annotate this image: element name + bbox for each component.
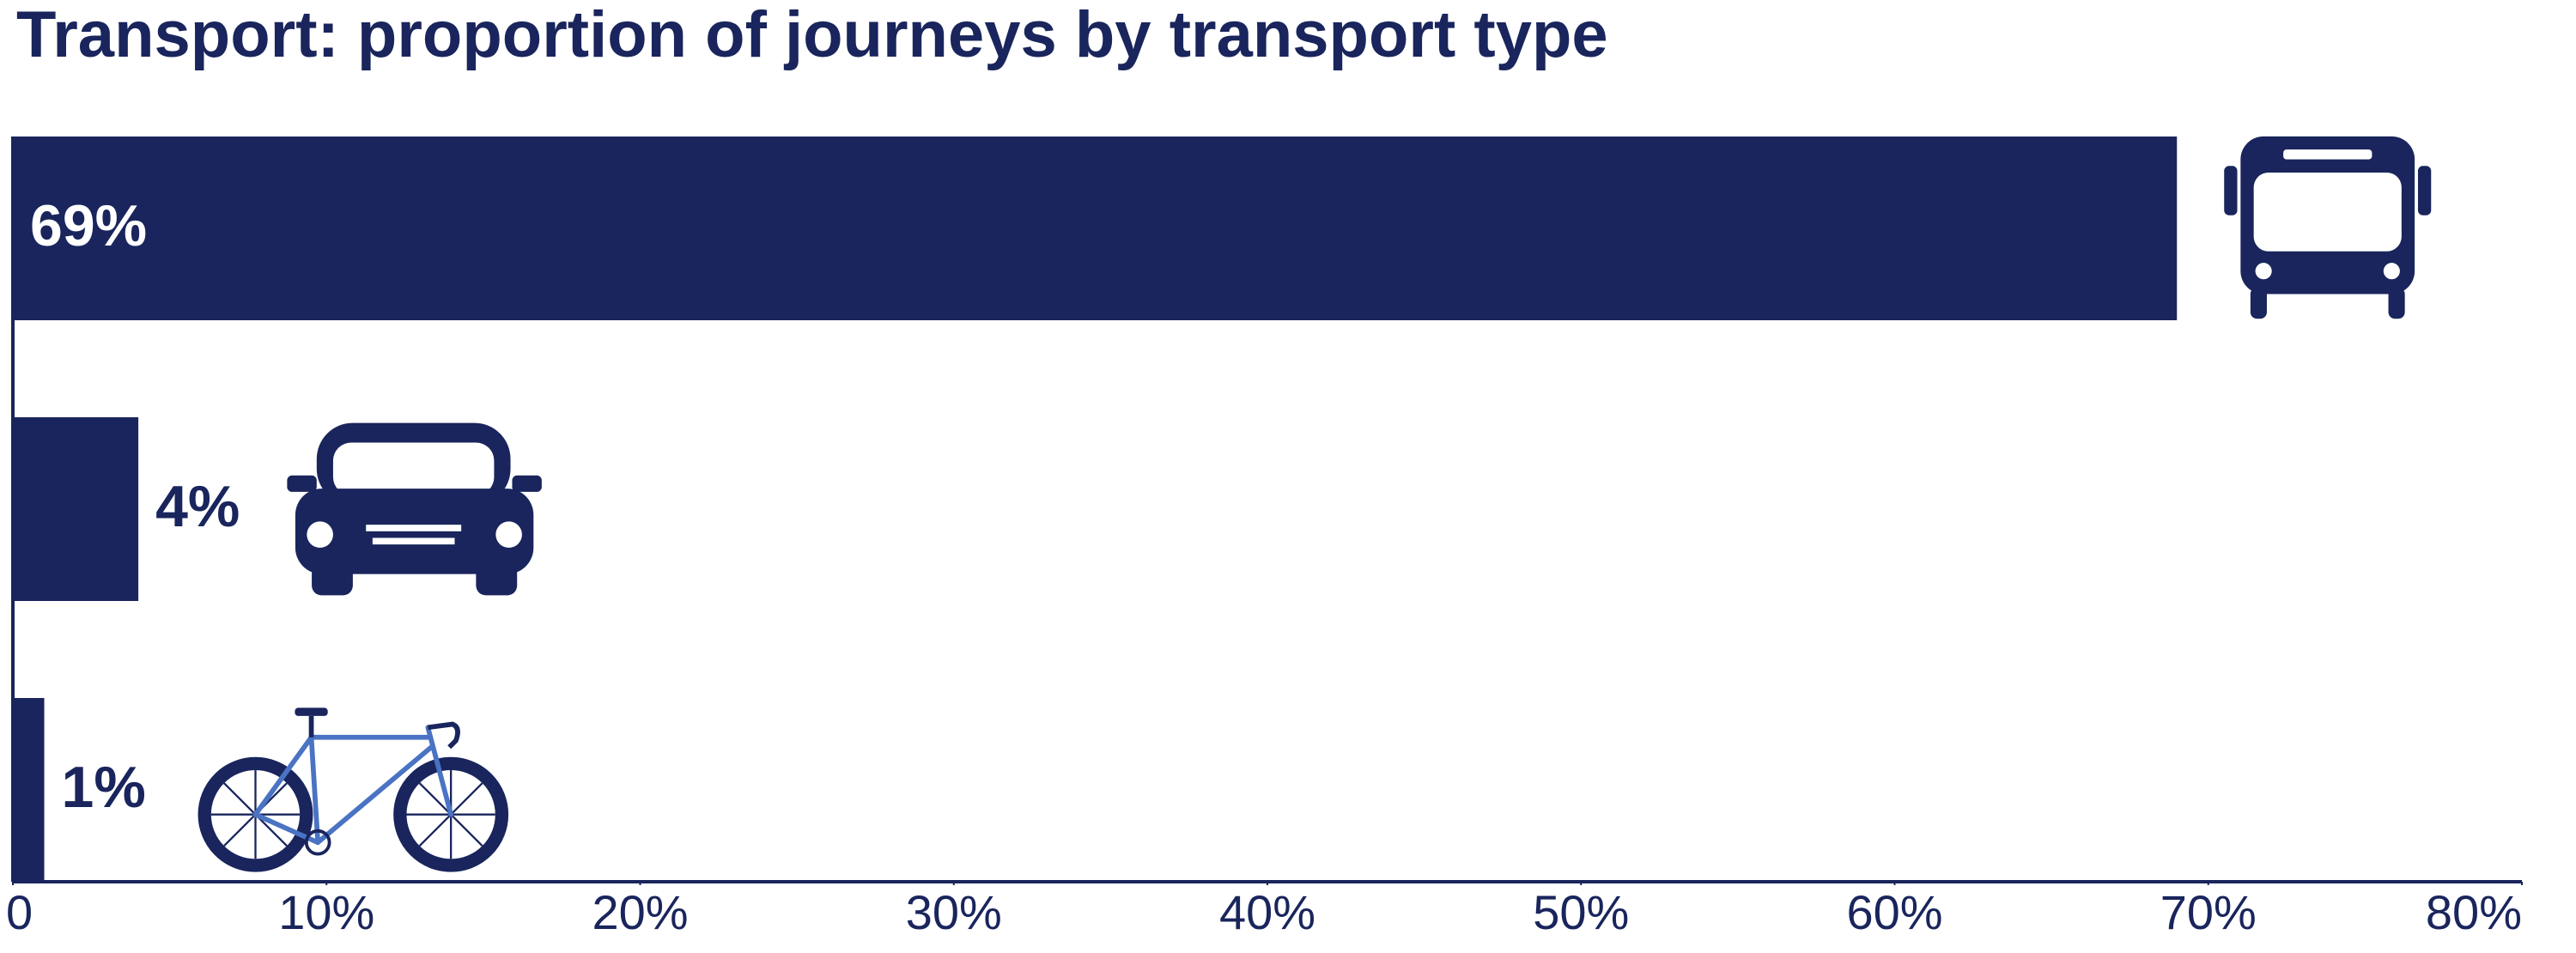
x-tick-label: 30% [906,885,1002,939]
icon-part [418,813,452,847]
bar [13,137,2178,320]
icon-part [425,725,454,817]
icon-part [307,521,333,548]
value-label: 4% [155,474,240,539]
icon [2224,136,2432,319]
icon-part [304,829,331,856]
icon-part [315,744,434,846]
chart-title: Transport: proportion of journeys by tra… [16,0,1608,71]
bar [13,417,139,601]
icon-part [427,721,460,750]
icon-part [223,782,257,816]
icon-part [2253,172,2402,252]
icon-part [372,537,455,545]
icon-part [2250,287,2267,319]
icon [197,707,509,872]
value-label: 69% [30,193,147,258]
x-tick-label: 40% [1219,885,1315,939]
icon-part [2383,263,2400,280]
icon-part [450,782,483,816]
x-tick-label: 70% [2160,885,2257,939]
x-tick-label: 50% [1533,885,1629,939]
icon-part [308,734,321,846]
icon-part [252,734,314,817]
icon-part [2224,166,2238,215]
icon-part [476,564,518,596]
x-tick-label: 10% [278,885,374,939]
icon-part [2388,287,2405,319]
icon-part [495,521,522,548]
icon-part [418,782,452,816]
icon-part [366,525,462,531]
icon-part [2255,263,2272,280]
icon-part [312,564,353,596]
icon-part [287,475,317,492]
icon-part [223,813,257,847]
value-label: 1% [62,755,146,820]
icon-part [295,707,328,716]
x-tick-label: 60% [1846,885,1942,939]
x-tick-label: 20% [592,885,688,939]
icon-part [295,489,534,574]
icon-part [512,475,542,492]
icon-part [2417,166,2432,215]
icon-part [254,813,288,847]
bar [13,698,45,882]
x-tick-label: 0 [6,885,33,939]
icon-part [2283,149,2372,160]
icon [287,422,542,596]
icon-part [450,813,483,847]
icon-part [332,442,495,495]
x-tick-label: 80% [2426,885,2522,939]
